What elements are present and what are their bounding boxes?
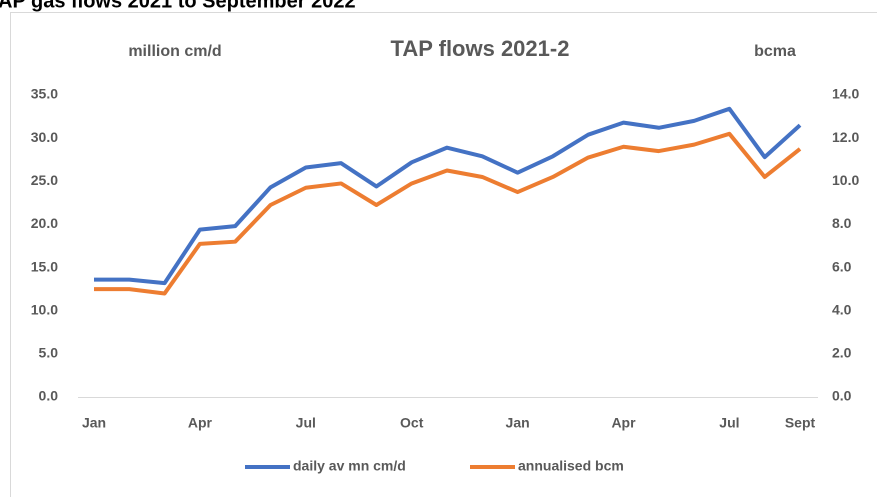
x-tick-label: Jan <box>506 415 530 431</box>
y-tick-label: 15.0 <box>31 258 58 274</box>
y-tick-label: 5.0 <box>39 345 59 361</box>
y2-tick-label: 2.0 <box>832 345 852 361</box>
x-tick-label: Oct <box>400 415 424 431</box>
page-heading: AP gas flows 2021 to September 2022 <box>0 0 356 12</box>
y2-tick-label: 4.0 <box>832 301 852 317</box>
y-tick-label: 0.0 <box>39 388 59 404</box>
chart-title: TAP flows 2021-2 <box>391 36 570 61</box>
x-tick-label: Jul <box>296 415 316 431</box>
y-tick-label: 10.0 <box>31 301 58 317</box>
y2-tick-label: 6.0 <box>832 258 852 274</box>
x-tick-label: Jan <box>82 415 106 431</box>
y-tick-label: 35.0 <box>31 86 58 102</box>
chart-frame <box>10 12 877 497</box>
y2-tick-label: 14.0 <box>832 86 859 102</box>
series-line <box>94 131 802 296</box>
y2-tick-label: 10.0 <box>832 172 859 188</box>
x-tick-label: Sept <box>785 415 816 431</box>
y-tick-label: 30.0 <box>31 129 58 145</box>
x-tick-label: Apr <box>611 415 636 431</box>
y2-tick-label: 8.0 <box>832 215 852 231</box>
y-tick-label: 20.0 <box>31 215 58 231</box>
y-axis-label: million cm/d <box>128 43 221 60</box>
legend-label: daily av mn cm/d <box>293 458 406 474</box>
y2-tick-label: 0.0 <box>832 388 852 404</box>
x-tick-label: Jul <box>719 415 739 431</box>
series-line <box>94 106 802 286</box>
y2-axis-label: bcma <box>754 43 796 60</box>
y2-tick-label: 12.0 <box>832 129 859 145</box>
legend-label: annualised bcm <box>518 458 624 474</box>
y-tick-label: 25.0 <box>31 172 58 188</box>
x-tick-label: Apr <box>188 415 213 431</box>
